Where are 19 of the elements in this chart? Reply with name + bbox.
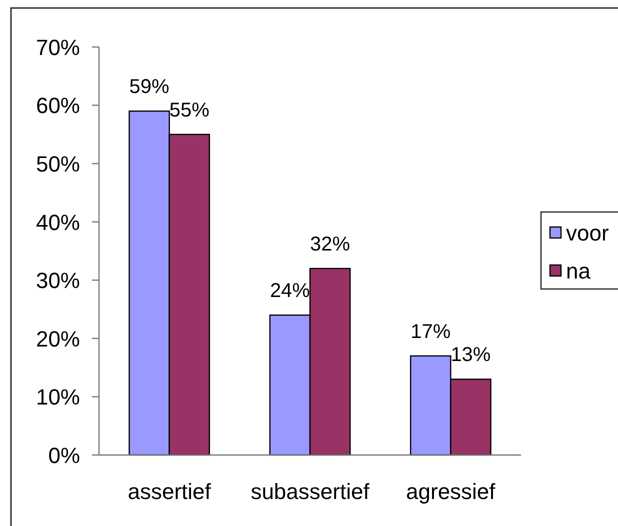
y-tick-label: 10% — [36, 384, 80, 410]
data-label: 59% — [129, 76, 170, 98]
x-tick-label: subassertief — [250, 479, 370, 504]
y-tick-label: 30% — [36, 268, 80, 294]
y-tick-label: 0% — [48, 442, 80, 468]
data-label: 55% — [169, 99, 210, 122]
y-tick-label: 60% — [36, 93, 80, 118]
y-tick-label: 70% — [36, 34, 80, 60]
x-tick-label: agressief — [406, 479, 496, 504]
data-label: 17% — [410, 320, 451, 343]
legend-label: na — [566, 258, 592, 284]
y-tick-label: 50% — [36, 151, 80, 176]
data-label: 24% — [270, 280, 310, 302]
legend-label: voor — [566, 220, 609, 246]
x-tick-label: assertief — [128, 479, 212, 504]
y-tick-label: 20% — [36, 326, 80, 352]
data-label: 13% — [450, 344, 491, 366]
y-tick-label: 40% — [36, 210, 80, 235]
data-label: 32% — [310, 233, 350, 256]
